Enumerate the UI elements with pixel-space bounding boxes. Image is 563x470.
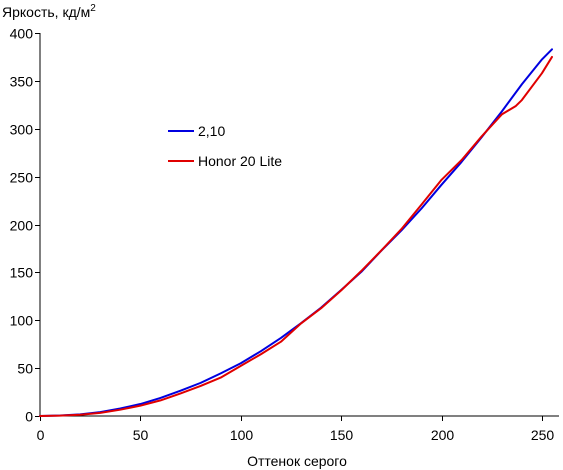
- y-tick-label: 350: [10, 74, 34, 90]
- x-tick-label: 100: [230, 427, 254, 443]
- y-tick-label: 100: [10, 313, 34, 329]
- legend: 2,10 Honor 20 Lite: [168, 123, 282, 169]
- y-axis-title: Яркость, кд/м2: [2, 3, 96, 20]
- x-tick-label: 150: [330, 427, 354, 443]
- x-tick-label: 50: [133, 427, 149, 443]
- series-line-measured: [39, 55, 553, 417]
- series-layer: [39, 48, 553, 417]
- x-axis-title: Оттенок серого: [247, 453, 347, 469]
- series-line-reference: [39, 48, 553, 417]
- legend-label: 2,10: [198, 123, 225, 139]
- y-tick-label: 300: [10, 122, 34, 138]
- y-tick-label: 200: [10, 218, 34, 234]
- x-tick-label: 200: [431, 427, 455, 443]
- y-tick-label: 250: [10, 170, 34, 186]
- y-axis-title-text: Яркость, кд/м: [2, 4, 90, 20]
- y-tick-label: 400: [10, 26, 34, 42]
- x-tick-label: 0: [37, 427, 45, 443]
- axes: 0 50 100 150 200 250 300 350 400 0 50 100 150 200 250: [10, 26, 559, 443]
- y-axis-title-superscript: 2: [90, 3, 96, 14]
- legend-label: Honor 20 Lite: [198, 153, 282, 169]
- y-tick-label: 150: [10, 265, 34, 281]
- x-tick-label: 250: [531, 427, 555, 443]
- y-tick-label: 0: [25, 409, 33, 425]
- y-tick-label: 50: [17, 361, 33, 377]
- axis-titles: Яркость, кд/м2 Оттенок серого: [2, 3, 347, 469]
